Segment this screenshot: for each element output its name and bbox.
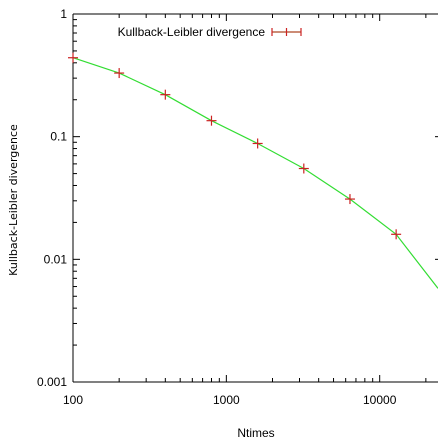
x-axis-title: Ntimes <box>237 426 274 440</box>
y-tick-label: 0.1 <box>50 130 67 144</box>
data-point <box>391 229 402 240</box>
x-tick-label: 1000 <box>213 393 240 407</box>
data-point <box>344 194 355 205</box>
y-tick-label: 0.01 <box>44 252 68 266</box>
data-point <box>68 52 78 63</box>
legend-label: Kullback-Leibler divergence <box>118 25 266 39</box>
legend-sample <box>271 28 302 36</box>
x-tick-label: 10000 <box>363 393 397 407</box>
data-point <box>114 68 125 79</box>
axes: 100 1000 10000 0.001 0.01 0.1 1 <box>37 7 438 407</box>
y-tick-label: 0.001 <box>37 375 67 389</box>
y-axis-title: Kullback-Leibler divergence <box>7 124 20 276</box>
data-point <box>206 115 217 126</box>
y-tick-label: 1 <box>60 7 67 21</box>
data-point <box>252 138 263 149</box>
series-layer <box>68 52 438 289</box>
series-line <box>72 57 438 289</box>
legend: Kullback-Leibler divergence <box>118 25 302 39</box>
data-point <box>160 89 171 100</box>
x-tick-label: 100 <box>63 393 83 407</box>
data-point <box>298 163 309 174</box>
labels-layer: Ntimes Kullback-Leibler divergence <box>7 124 275 440</box>
